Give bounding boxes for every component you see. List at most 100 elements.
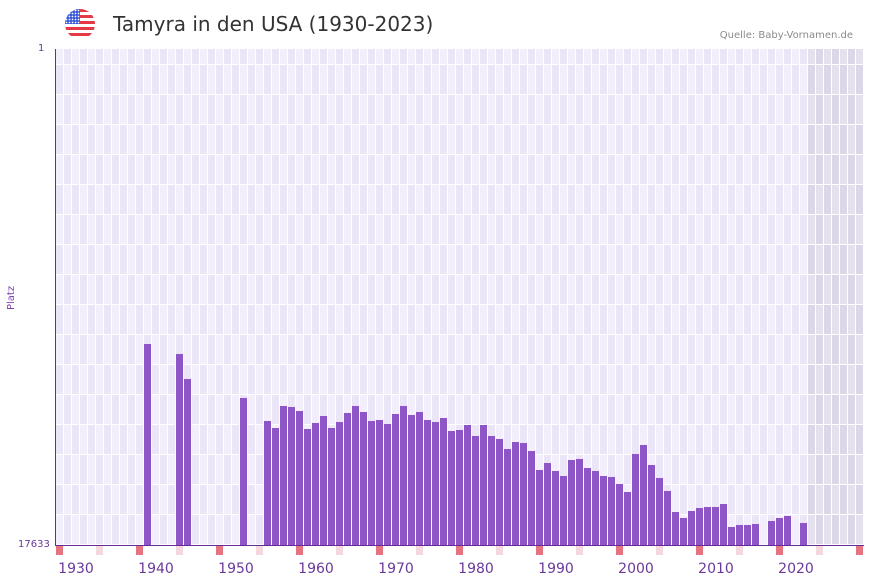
bar-1979[interactable] — [464, 425, 471, 545]
bar-2011[interactable] — [720, 504, 727, 545]
bar-1958[interactable] — [296, 411, 303, 545]
bar-1957[interactable] — [288, 407, 295, 545]
x-tick-label: 1980 — [458, 561, 494, 577]
bar-1964[interactable] — [344, 413, 351, 545]
grid-cell — [216, 425, 223, 454]
grid-cell — [96, 485, 103, 514]
bar-2000[interactable] — [632, 454, 639, 545]
bar-1992[interactable] — [568, 460, 575, 545]
bar-2002[interactable] — [648, 465, 655, 545]
bar-1970[interactable] — [392, 414, 399, 545]
grid-cell — [208, 215, 215, 244]
bar-1982[interactable] — [488, 436, 495, 545]
bar-1990[interactable] — [552, 471, 559, 545]
grid-cell — [752, 95, 759, 124]
bar-1974[interactable] — [424, 420, 431, 545]
grid-cell — [312, 305, 319, 334]
bar-2008[interactable] — [696, 508, 703, 545]
bar-1960[interactable] — [312, 423, 319, 545]
bar-2019[interactable] — [784, 516, 791, 545]
bar-2021[interactable] — [800, 523, 807, 545]
bar-2006[interactable] — [680, 518, 687, 545]
grid-cell — [384, 125, 391, 154]
bar-1976[interactable] — [440, 418, 447, 545]
bar-1985[interactable] — [512, 442, 519, 545]
bar-1981[interactable] — [480, 425, 487, 545]
bar-1999[interactable] — [624, 492, 631, 545]
bar-1993[interactable] — [576, 459, 583, 545]
grid-cell — [408, 49, 415, 64]
grid-cell — [56, 425, 63, 454]
bar-1978[interactable] — [456, 430, 463, 545]
grid-cell — [320, 215, 327, 244]
bar-2018[interactable] — [776, 518, 783, 545]
bar-1959[interactable] — [304, 429, 311, 545]
bar-1997[interactable] — [608, 477, 615, 545]
bar-2012[interactable] — [728, 527, 735, 545]
bar-2003[interactable] — [656, 478, 663, 545]
bar-1998[interactable] — [616, 484, 623, 545]
bar-1956[interactable] — [280, 406, 287, 545]
bar-1986[interactable] — [520, 443, 527, 545]
bar-1968[interactable] — [376, 420, 383, 545]
bar-1973[interactable] — [416, 412, 423, 545]
bar-1984[interactable] — [504, 449, 511, 545]
bar-1961[interactable] — [320, 416, 327, 545]
grid-cell — [848, 455, 855, 484]
bar-1975[interactable] — [432, 422, 439, 545]
bar-2004[interactable] — [664, 491, 671, 545]
bar-1944[interactable] — [184, 379, 191, 545]
bar-1939[interactable] — [144, 344, 151, 545]
bar-2017[interactable] — [768, 521, 775, 545]
bar-2009[interactable] — [704, 507, 711, 545]
grid-cell — [336, 395, 343, 424]
grid-cell — [200, 275, 207, 304]
bar-2001[interactable] — [640, 445, 647, 545]
bar-1951[interactable] — [240, 398, 247, 545]
bar-1943[interactable] — [176, 354, 183, 545]
bar-1965[interactable] — [352, 406, 359, 545]
grid-cell — [152, 275, 159, 304]
grid-cell — [408, 365, 415, 394]
bar-1995[interactable] — [592, 471, 599, 545]
grid-cell — [168, 215, 175, 244]
year-marker — [336, 546, 343, 555]
bar-2007[interactable] — [688, 511, 695, 545]
bar-1994[interactable] — [584, 468, 591, 545]
bar-1989[interactable] — [544, 463, 551, 545]
bar-1987[interactable] — [528, 451, 535, 545]
bar-1971[interactable] — [400, 406, 407, 545]
grid-cell — [616, 365, 623, 394]
bar-1977[interactable] — [448, 431, 455, 545]
bar-1966[interactable] — [360, 412, 367, 545]
bar-1955[interactable] — [272, 428, 279, 545]
grid-cell — [344, 215, 351, 244]
bar-1969[interactable] — [384, 424, 391, 545]
grid-cell — [848, 185, 855, 214]
bar-1962[interactable] — [328, 428, 335, 545]
bar-1996[interactable] — [600, 476, 607, 545]
bar-2005[interactable] — [672, 512, 679, 545]
grid-cell — [88, 395, 95, 424]
grid-cell — [664, 125, 671, 154]
year-marker — [216, 546, 223, 555]
bar-1983[interactable] — [496, 439, 503, 545]
bar-1972[interactable] — [408, 415, 415, 545]
grid-cell — [560, 185, 567, 214]
bar-2013[interactable] — [736, 525, 743, 545]
grid-cell — [696, 185, 703, 214]
bar-2014[interactable] — [744, 525, 751, 545]
grid-cell — [160, 49, 167, 64]
bar-1967[interactable] — [368, 421, 375, 545]
grid-cell — [600, 155, 607, 184]
bar-1980[interactable] — [472, 436, 479, 545]
bar-1991[interactable] — [560, 476, 567, 545]
bar-2010[interactable] — [712, 507, 719, 545]
bar-1963[interactable] — [336, 422, 343, 545]
bar-2015[interactable] — [752, 524, 759, 545]
bar-1954[interactable] — [264, 421, 271, 545]
grid-cell — [232, 425, 239, 454]
grid-cell — [648, 125, 655, 154]
bar-1988[interactable] — [536, 470, 543, 545]
grid-cell — [736, 95, 743, 124]
